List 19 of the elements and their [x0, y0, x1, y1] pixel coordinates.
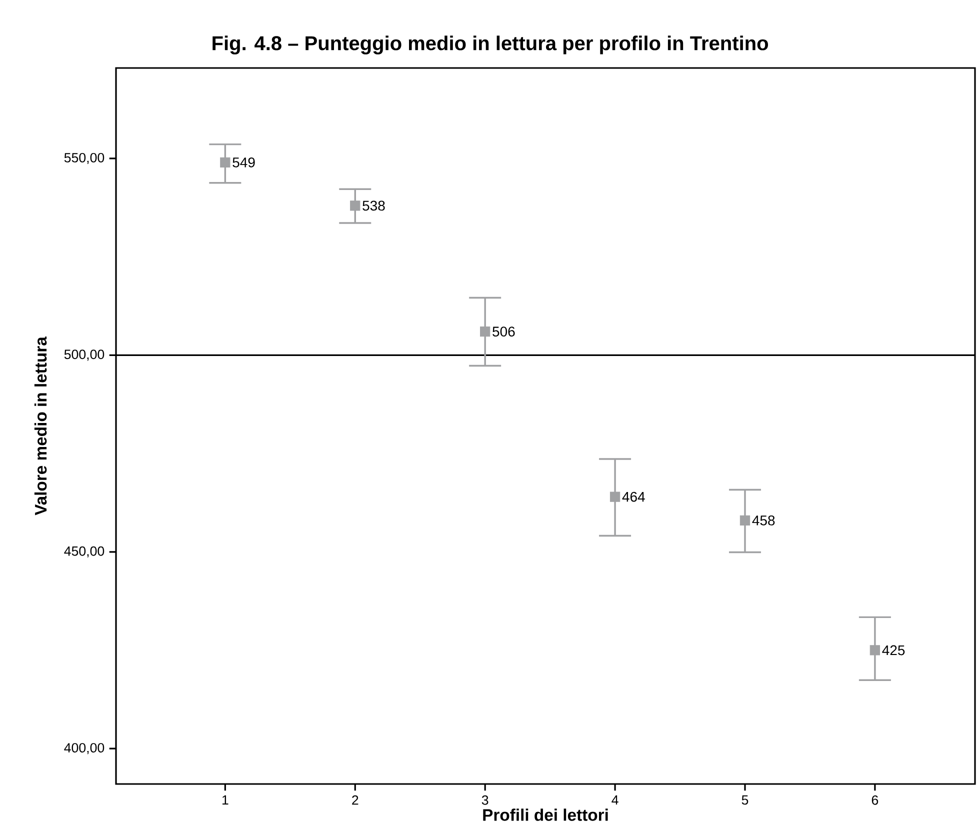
data-label: 506 — [492, 326, 515, 337]
data-label: 458 — [752, 515, 775, 526]
data-label: 538 — [362, 200, 385, 211]
x-tick-label: 5 — [742, 795, 748, 805]
x-tick-label: 3 — [482, 795, 488, 805]
chart-title: Fig. 4.8 – Punteggio medio in lettura per profilo in Trentino — [212, 36, 768, 54]
data-label: 425 — [882, 645, 905, 656]
y-tick-label: 550,00 — [64, 152, 104, 164]
y-tick-label: 450,00 — [64, 546, 104, 558]
data-label: 464 — [622, 492, 645, 502]
y-tick-label: 500,00 — [64, 350, 104, 361]
data-label: 549 — [232, 157, 255, 168]
y-axis-title: Valore medio in lettura — [34, 336, 47, 516]
x-tick-label: 1 — [222, 795, 228, 805]
x-tick-label: 6 — [872, 795, 878, 805]
x-axis-title: Profili dei lettori — [483, 808, 608, 821]
x-tick-label: 4 — [612, 795, 618, 805]
x-tick-label: 2 — [352, 795, 358, 805]
y-tick-label: 400,00 — [64, 743, 104, 754]
